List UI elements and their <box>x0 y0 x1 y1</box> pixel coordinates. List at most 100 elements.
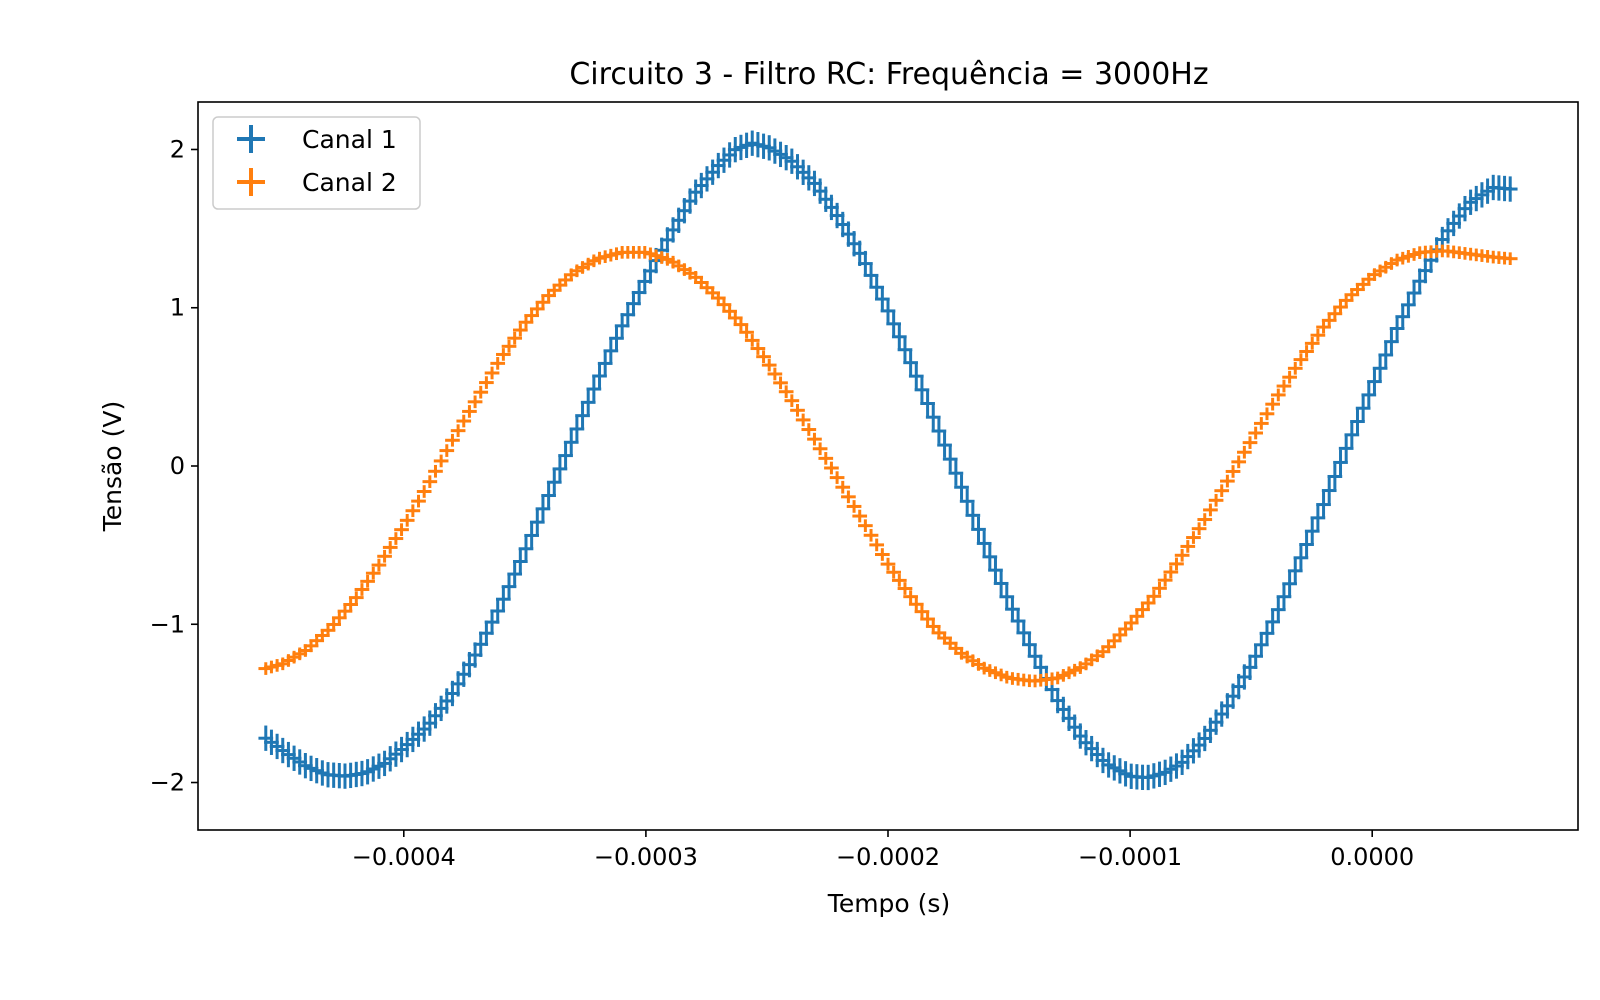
x-tick-label: −0.0001 <box>1078 843 1182 871</box>
data-point <box>1344 422 1360 448</box>
data-point <box>394 523 409 536</box>
data-point <box>1129 609 1145 623</box>
data-point <box>1361 382 1377 408</box>
data-point <box>920 612 935 626</box>
data-point <box>416 485 432 498</box>
data-point <box>524 309 539 322</box>
data-point <box>733 318 749 331</box>
data-point <box>756 350 771 364</box>
data-point <box>858 519 873 532</box>
data-point <box>343 598 358 611</box>
data-point <box>501 339 517 353</box>
legend-item: Canal 1 <box>237 125 397 154</box>
data-point <box>1310 328 1326 342</box>
data-point <box>1321 314 1337 327</box>
data-point <box>1242 436 1258 449</box>
data-point <box>1327 307 1343 321</box>
x-tick-label: −0.0002 <box>836 843 940 871</box>
data-point <box>1191 522 1207 536</box>
y-tick-label: 2 <box>170 135 185 163</box>
data-point <box>546 469 562 495</box>
data-point <box>399 514 415 527</box>
series-layer <box>258 130 1518 791</box>
data-point <box>959 488 975 514</box>
data-point <box>529 509 545 535</box>
legend: Canal 1 Canal 2 <box>212 116 421 210</box>
data-point <box>1310 505 1326 531</box>
data-point <box>1214 484 1230 498</box>
data-point <box>512 548 528 575</box>
data-point <box>761 358 777 372</box>
data-point <box>1220 474 1235 488</box>
data-point <box>1372 355 1388 381</box>
data-point <box>467 395 483 409</box>
data-point <box>1293 545 1309 571</box>
data-point <box>563 429 579 455</box>
legend-label: Canal 2 <box>302 168 397 197</box>
x-axis: −0.0004 −0.0003 −0.0002 −0.0001 0.0000 <box>352 830 1414 871</box>
data-point <box>541 482 556 509</box>
data-point <box>750 342 766 355</box>
data-point <box>897 582 913 595</box>
data-point <box>1135 603 1150 616</box>
data-point <box>1174 548 1190 562</box>
data-point <box>552 456 568 482</box>
data-point <box>1248 426 1264 440</box>
data-point <box>1253 417 1269 430</box>
data-point <box>1225 465 1241 478</box>
data-point <box>524 522 539 549</box>
data-point <box>852 509 868 523</box>
data-point <box>1350 408 1365 435</box>
data-point <box>1123 616 1139 630</box>
data-point <box>348 591 364 604</box>
data-point <box>1169 557 1184 571</box>
data-point <box>784 394 800 408</box>
data-point <box>778 385 794 399</box>
y-axis-title: Tensão (V) <box>98 401 127 532</box>
data-point <box>1231 455 1247 469</box>
data-point <box>1287 361 1303 375</box>
data-point <box>1502 252 1518 266</box>
data-point <box>722 304 737 318</box>
data-point <box>914 377 930 403</box>
data-point <box>988 557 1003 583</box>
x-tick-label: −0.0004 <box>352 843 456 871</box>
data-point <box>976 530 992 557</box>
data-point <box>948 460 964 486</box>
data-point <box>795 413 811 427</box>
data-point <box>326 618 342 631</box>
y-tick-label: 0 <box>170 452 185 480</box>
x-tick-label: 0.0000 <box>1330 843 1414 871</box>
data-point <box>1282 571 1297 597</box>
data-point <box>891 324 907 350</box>
data-point <box>422 475 438 488</box>
data-point <box>744 334 760 347</box>
data-point <box>1157 573 1173 587</box>
data-point <box>1378 342 1394 368</box>
data-point <box>869 538 885 552</box>
data-point <box>1293 353 1309 366</box>
data-point <box>439 444 455 457</box>
data-point <box>371 558 387 572</box>
data-point <box>1265 397 1280 411</box>
chart-title: Circuito 3 - Filtro RC: Frequência = 300… <box>569 57 1208 92</box>
legend-label: Canal 1 <box>302 125 397 154</box>
data-point <box>942 446 958 472</box>
data-point <box>727 311 743 325</box>
data-point <box>812 442 828 456</box>
data-point <box>1299 345 1314 358</box>
data-point <box>841 490 856 504</box>
data-point <box>456 414 472 428</box>
data-point <box>433 454 449 468</box>
data-point <box>529 302 545 316</box>
plot-background <box>198 102 1578 830</box>
data-point <box>535 295 551 309</box>
data-point <box>518 315 534 329</box>
data-point <box>1384 328 1399 355</box>
data-point <box>937 432 952 458</box>
data-point <box>1237 445 1252 459</box>
data-point <box>716 298 732 311</box>
x-tick-label: −0.0003 <box>594 843 698 871</box>
data-point <box>1367 368 1382 395</box>
data-point <box>1203 503 1218 517</box>
